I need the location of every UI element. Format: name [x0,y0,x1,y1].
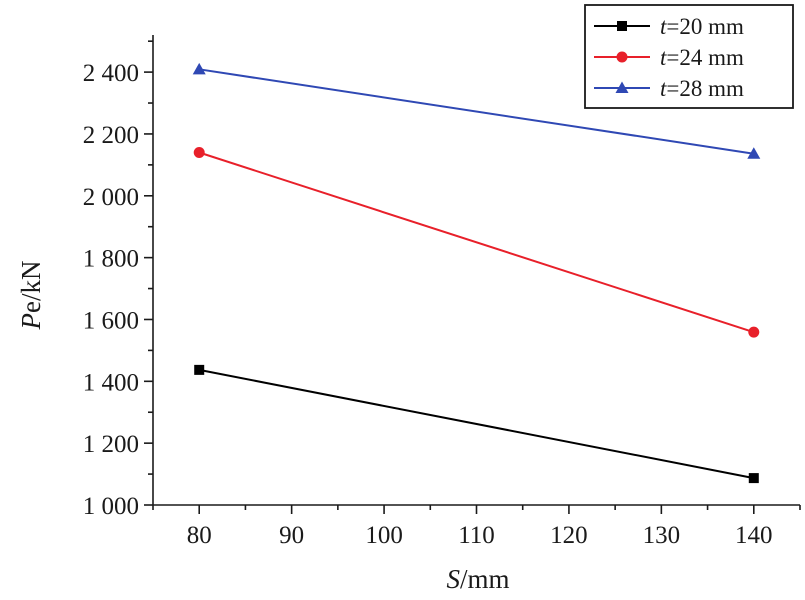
data-point [193,147,205,158]
data-point [748,473,759,484]
y-axis-sub: e [16,301,46,313]
series-2 [193,147,760,338]
series-line [198,151,755,334]
data-point [748,326,760,338]
legend-item: t=24 mm [594,45,744,70]
data-point [747,147,761,159]
x-axis-unit: /mm [460,564,510,594]
x-axis-var: S [446,564,460,594]
x-tick-label: 120 [550,522,588,549]
x-tick-label: 100 [365,522,403,549]
series-line [199,368,754,480]
data-point [194,364,205,375]
x-tick-label: 130 [643,522,681,549]
legend-label: t=20 mm [660,14,744,39]
x-tick-label: 110 [458,522,495,549]
x-tick-label: 80 [187,522,212,549]
y-tick-label: 1 600 [83,307,139,334]
y-axis-title: Pe/kN [16,261,46,331]
legend: t=20 mm t=24 mm t=28 mm [584,4,794,109]
y-tick-label: 1 400 [83,369,139,396]
x-tick-label: 90 [279,522,304,549]
x-axis-ticks: 80 90 100 110 120 130 140 [152,505,801,549]
y-axis-ticks: 1 000 1 200 1 400 1 600 1 800 2 000 2 200 2 400 [83,40,153,520]
legend-item: t=20 mm [594,14,744,39]
y-tick-label: 1 000 [83,493,139,520]
legend-marker [616,51,628,63]
y-tick-label: 2 200 [83,122,139,149]
y-tick-label: 2 000 [83,184,139,211]
series-1 [194,364,759,484]
series-line [199,68,754,155]
y-tick-label: 1 800 [83,246,139,273]
legend-label: t=24 mm [660,45,744,70]
x-axis-title: S/mm [446,564,509,594]
series-3 [192,62,761,159]
y-axis-var: P [16,313,46,331]
legend-label: t=28 mm [660,76,744,101]
legend-marker [617,21,627,31]
series-layer [192,62,761,484]
legend-item: t=28 mm [594,76,744,101]
x-tick-label: 140 [735,522,773,549]
legend-marker [615,81,629,93]
y-tick-label: 1 200 [83,431,139,458]
y-axis-unit: /kN [16,261,46,302]
y-tick-label: 2 400 [83,60,139,87]
data-point [192,62,206,75]
